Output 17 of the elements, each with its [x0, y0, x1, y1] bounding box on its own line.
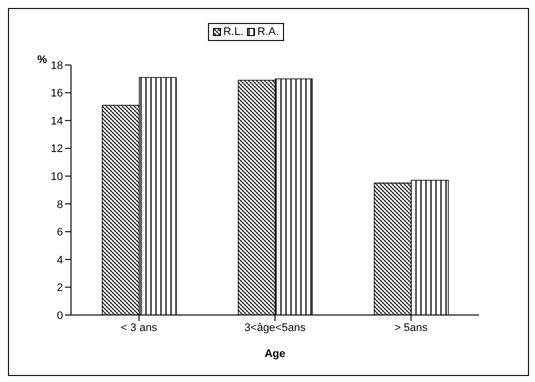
x-tick-label: > 5ans: [394, 322, 428, 334]
y-tick-label: 6: [56, 226, 63, 239]
legend-label: R.A.: [257, 26, 279, 38]
y-tick-label: 16: [50, 88, 63, 100]
y-axis-title: %: [37, 54, 48, 66]
y-tick-label: 0: [56, 310, 63, 322]
y-tick-label: 2: [56, 282, 63, 294]
y-tick-label: 12: [50, 143, 63, 156]
y-tick-label: 10: [50, 171, 63, 184]
y-tick-label: 4: [56, 254, 63, 266]
legend-label: R.L.: [223, 26, 244, 38]
y-tick-label: 8: [56, 198, 63, 211]
y-tick-label: 18: [50, 60, 63, 72]
y-tick-label: 14: [50, 115, 63, 128]
x-tick-label: < 3 ans: [120, 322, 158, 334]
x-tick-label: 3<âge<5ans: [244, 322, 306, 334]
x-axis-title: Age: [264, 348, 286, 360]
